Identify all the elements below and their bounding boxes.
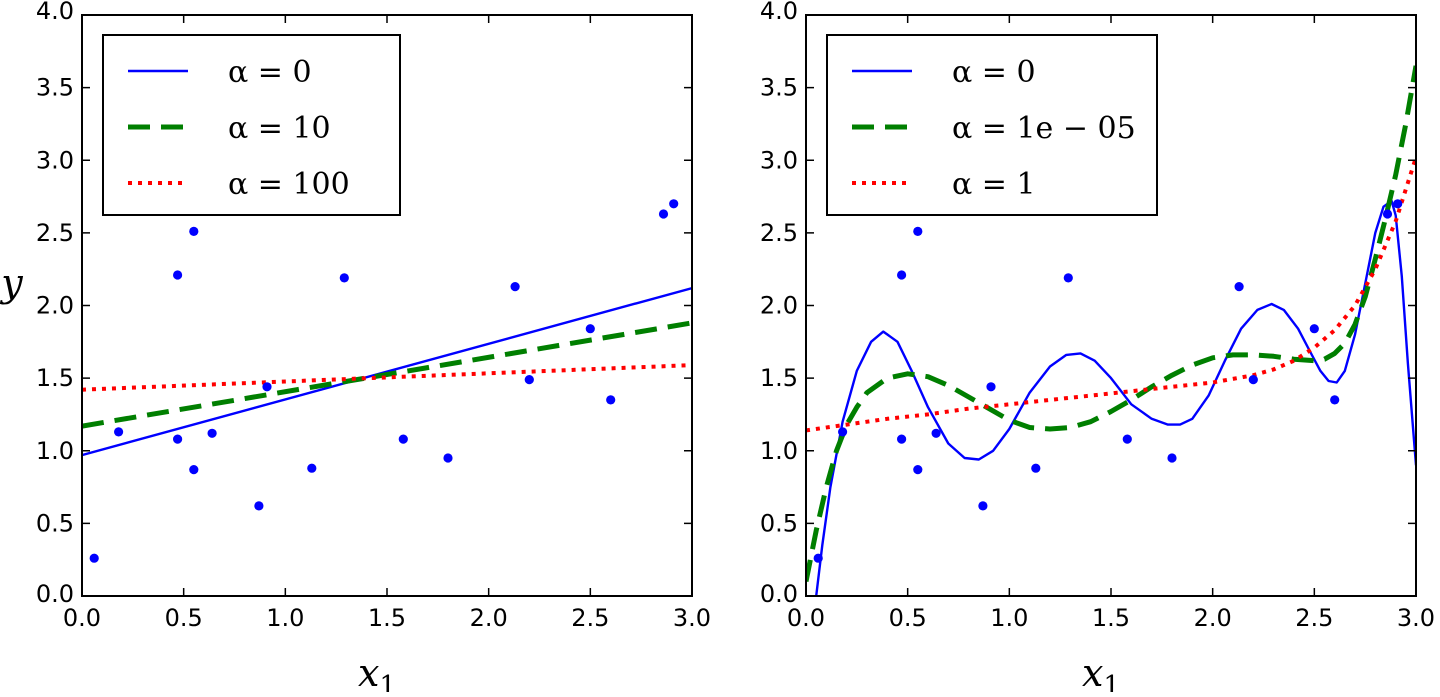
- chart-panel-2: 0.0 0.5 1.0 1.5 2.0 2.5 3.0 0.0 0.5 1.0 1.5 2.0 2.5 3…: [760, 0, 1435, 697]
- x-tick-label: 2.5: [1295, 604, 1333, 632]
- data-point: [1031, 463, 1041, 473]
- legend-label-3: α = 100: [228, 167, 350, 202]
- x-tick-label: 2.0: [1194, 604, 1232, 632]
- y-tick-label: 3.5: [760, 74, 798, 102]
- data-point: [1382, 209, 1393, 219]
- y-tick-label: 4.0: [760, 0, 798, 25]
- legend-label-1: α = 0: [228, 55, 312, 90]
- y-tick-label: 1.0: [36, 437, 74, 465]
- data-point: [443, 453, 453, 463]
- data-point: [173, 434, 183, 444]
- data-point: [1234, 282, 1244, 292]
- series-line-2: [806, 65, 1416, 582]
- series-line-2: [82, 320, 692, 429]
- data-point: [173, 270, 183, 280]
- x-tick-label: 1.5: [368, 604, 406, 632]
- x-axis-label-sub: 1: [379, 671, 396, 692]
- series-line-1: [815, 199, 1416, 596]
- chart-panel-1: 0.0 0.5 1.0 1.5 2.0 2.5 3.0 0.0 0.5 1.0 1.5 2.0 2.5 3…: [0, 0, 711, 697]
- y-tick-label: 0.5: [36, 509, 74, 537]
- x-tick-label: 3.0: [673, 604, 711, 632]
- y-tick-label: 2.5: [760, 219, 798, 247]
- data-point: [658, 209, 669, 219]
- data-point: [897, 434, 907, 444]
- series-line-1: [82, 286, 692, 457]
- data-point: [813, 553, 823, 563]
- y-axis-label: y: [0, 261, 23, 305]
- data-point: [114, 427, 124, 437]
- data-point: [262, 382, 272, 392]
- data-point: [585, 324, 595, 334]
- data-point: [1330, 395, 1340, 405]
- x-tick-label: 0.0: [787, 604, 825, 632]
- x-tick-label: 1.0: [990, 604, 1028, 632]
- x-axis-label-sub: 1: [1103, 671, 1120, 692]
- plot-area: [82, 199, 692, 563]
- data-point: [1063, 273, 1073, 283]
- data-point: [207, 428, 217, 438]
- legend: α = 0 α = 1e − 05 α = 1: [826, 34, 1158, 216]
- legend-label-2: α = 1e − 05: [952, 111, 1136, 146]
- y-tick-label: 1.5: [760, 364, 798, 392]
- y-tick-label: 1.0: [760, 437, 798, 465]
- y-tick-label: 2.0: [36, 292, 74, 320]
- x-axis-label-main: x: [1082, 651, 1103, 692]
- data-point: [307, 463, 317, 473]
- data-point: [339, 273, 349, 283]
- data-point: [524, 375, 534, 385]
- x-tick-label: 1.5: [1092, 604, 1130, 632]
- data-point: [913, 226, 923, 236]
- legend-label-1: α = 0: [952, 55, 1036, 90]
- data-point: [838, 427, 848, 437]
- x-axis-label: x1: [358, 651, 396, 692]
- x-tick-label: 0.5: [889, 604, 927, 632]
- data-point: [669, 199, 679, 209]
- y-tick-label: 3.0: [760, 146, 798, 174]
- x-axis-label: x1: [1082, 651, 1120, 692]
- y-tick-label: 2.0: [760, 292, 798, 320]
- data-point: [897, 270, 907, 280]
- data-point: [89, 553, 99, 563]
- data-point: [978, 501, 988, 511]
- legend: α = 0 α = 10 α = 100: [102, 34, 401, 216]
- x-axis-label-main: x: [358, 651, 379, 692]
- y-tick-label: 2.5: [36, 219, 74, 247]
- y-tick-label: 3.5: [36, 74, 74, 102]
- data-point: [189, 226, 199, 236]
- legend-box: [102, 34, 401, 216]
- legend-label-3: α = 1: [952, 167, 1036, 202]
- y-tick-label: 1.5: [36, 364, 74, 392]
- x-tick-label: 0.0: [63, 604, 101, 632]
- y-tick-label: 0.5: [760, 509, 798, 537]
- plot-area: [806, 65, 1416, 596]
- data-point: [931, 428, 941, 438]
- x-tick-label: 3.0: [1397, 604, 1435, 632]
- data-point: [510, 282, 520, 292]
- data-point: [1393, 199, 1403, 209]
- series-line-3: [82, 363, 692, 392]
- x-tick-label: 2.0: [470, 604, 508, 632]
- y-tick-label: 0.0: [36, 580, 74, 608]
- data-point: [913, 465, 923, 475]
- data-point: [398, 434, 408, 444]
- data-point: [1309, 324, 1319, 334]
- y-tick-label: 4.0: [36, 0, 74, 25]
- x-tick-label: 0.5: [165, 604, 203, 632]
- data-point: [254, 501, 264, 511]
- data-point: [1122, 434, 1132, 444]
- data-point: [1248, 375, 1258, 385]
- legend-label-2: α = 10: [228, 111, 331, 146]
- data-point: [189, 465, 199, 475]
- y-tick-label: 3.0: [36, 146, 74, 174]
- data-point: [606, 395, 616, 405]
- x-tick-label: 1.0: [266, 604, 304, 632]
- x-tick-label: 2.5: [571, 604, 609, 632]
- data-point: [1167, 453, 1177, 463]
- y-tick-label: 0.0: [760, 580, 798, 608]
- data-point: [986, 382, 996, 392]
